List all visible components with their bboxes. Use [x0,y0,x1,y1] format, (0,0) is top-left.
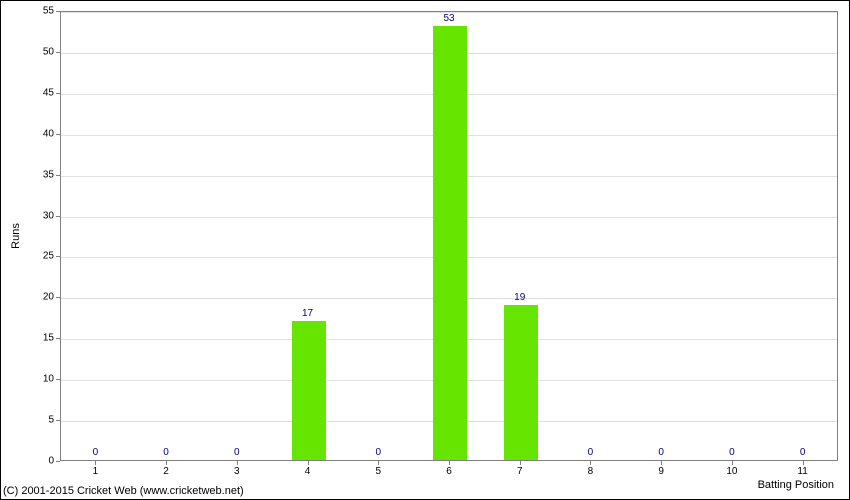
y-tick-label: 45 [43,87,54,98]
x-tick-label: 10 [726,466,737,477]
x-tick-label: 8 [588,466,594,477]
x-tick-mark [732,461,733,465]
y-tick-mark [56,297,60,298]
y-tick-mark [56,52,60,53]
bar-value-label: 0 [800,447,806,458]
bar-value-label: 0 [163,447,169,458]
y-axis-label: Runs [10,223,22,249]
x-tick-label: 6 [446,466,452,477]
y-tick-mark [56,134,60,135]
x-tick-mark [237,461,238,465]
bar [504,305,538,460]
bar-value-label: 17 [302,308,313,319]
y-tick-label: 0 [48,456,54,467]
x-tick-mark [661,461,662,465]
bar-value-label: 0 [729,447,735,458]
y-tick-label: 55 [43,6,54,17]
x-tick-label: 9 [658,466,664,477]
chart-container: Runs Batting Position (C) 2001-2015 Cric… [0,0,850,500]
x-tick-label: 3 [234,466,240,477]
bar-value-label: 0 [588,447,594,458]
y-tick-mark [56,93,60,94]
x-tick-label: 5 [375,466,381,477]
x-tick-label: 2 [163,466,169,477]
x-tick-label: 1 [93,466,99,477]
x-tick-mark [308,461,309,465]
y-tick-label: 20 [43,292,54,303]
y-tick-mark [56,175,60,176]
x-tick-mark [803,461,804,465]
bar [433,26,467,460]
x-axis-label: Batting Position [758,479,834,491]
y-tick-mark [56,216,60,217]
y-tick-label: 10 [43,374,54,385]
bar-value-label: 0 [375,447,381,458]
copyright-text: (C) 2001-2015 Cricket Web (www.cricketwe… [3,485,244,497]
x-tick-mark [449,461,450,465]
bar-value-label: 0 [234,447,240,458]
y-tick-mark [56,379,60,380]
x-tick-mark [590,461,591,465]
x-tick-label: 7 [517,466,523,477]
y-tick-label: 25 [43,251,54,262]
y-tick-mark [56,338,60,339]
y-tick-mark [56,256,60,257]
y-tick-label: 50 [43,46,54,57]
y-tick-label: 40 [43,128,54,139]
y-tick-label: 35 [43,169,54,180]
y-tick-label: 15 [43,333,54,344]
bar-value-label: 0 [93,447,99,458]
bar-value-label: 53 [443,13,454,24]
x-tick-label: 11 [797,466,807,477]
y-tick-label: 30 [43,210,54,221]
y-tick-mark [56,420,60,421]
bar-value-label: 0 [658,447,664,458]
x-tick-mark [166,461,167,465]
x-tick-mark [378,461,379,465]
bar-value-label: 19 [514,292,525,303]
x-tick-mark [520,461,521,465]
bar [292,321,326,460]
y-tick-mark [56,11,60,12]
x-tick-mark [95,461,96,465]
plot-area [60,11,838,461]
y-tick-label: 5 [48,415,54,426]
y-tick-mark [56,461,60,462]
x-tick-label: 4 [305,466,311,477]
